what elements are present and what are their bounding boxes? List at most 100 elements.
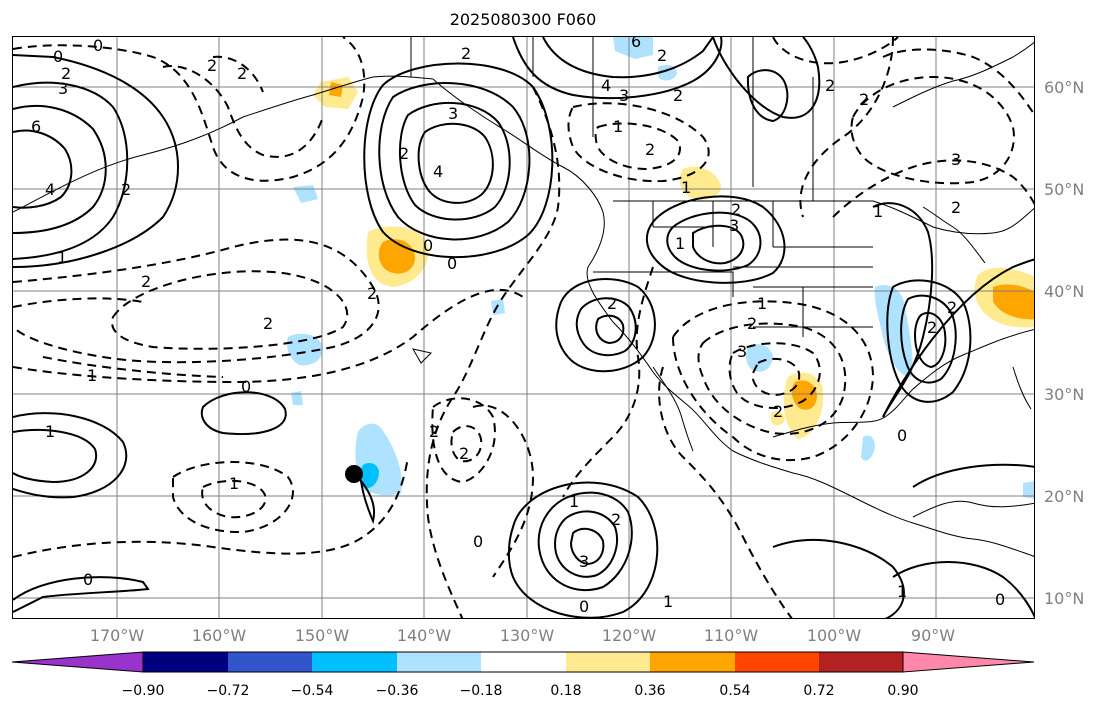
contour-label: 2 [237,64,247,83]
contour-label: 1 [757,294,767,313]
contour-label: 1 [569,492,579,511]
contour-label: 0 [53,47,63,66]
misc-marks [345,348,432,525]
colorbar-segment [819,652,903,672]
contour-label: 0 [447,254,457,273]
contour-label: 2 [825,76,835,95]
colorbar-tick-label: −0.18 [459,683,503,699]
contour-label: 3 [737,342,747,361]
contour-label: 1 [87,366,97,385]
contour-label: 6 [31,117,41,136]
lon-label-110w: 110°W [703,626,759,645]
lon-label-90w: 90°W [910,626,956,645]
colorbar-tick-label: 0.90 [887,683,919,699]
colorbar-tick-label: 0.54 [719,683,751,699]
contour-label: 2 [611,510,621,529]
contour-label: 2 [673,86,683,105]
lat-label-30n: 30°N [1044,385,1085,404]
contour-label: 2 [773,402,783,421]
colorbar-segment [143,652,228,672]
lat-label-60n: 60°N [1044,78,1085,97]
contour-label: 3 [579,552,589,571]
contour-label: 1 [873,202,883,221]
positive-shade [993,284,1034,320]
negative-shade [291,391,303,405]
colorbar-segment [566,652,650,672]
contour-label: 3 [729,216,739,235]
contour-label: 2 [747,314,757,333]
contour-label: 0 [473,532,483,551]
contour-label: 0 [241,377,251,396]
colorbar-segment [481,652,566,672]
contour-label: 2 [859,90,869,109]
contour-label: 0 [83,570,93,589]
contour-label: 6 [631,37,641,51]
contour-label: 0 [897,426,907,445]
contour-label: 3 [448,104,458,123]
contour-label: 2 [461,44,471,63]
positive-shade [771,411,785,426]
contour-label: 2 [731,200,741,219]
lat-label-10n: 10°N [1044,589,1085,608]
small-loop [359,477,375,525]
positive-shade [329,82,343,97]
negative-shade [287,333,323,366]
colorbar-extend-low [11,651,144,673]
colorbar-segment [312,652,397,672]
colorbar-tick-label: 0.18 [550,683,582,699]
lat-label-40n: 40°N [1044,282,1085,301]
contour-label: 2 [459,444,469,463]
negative-shade [861,435,875,461]
lon-label-120w: 120°W [601,626,657,645]
lon-label-140w: 140°W [396,626,452,645]
contour-label: 2 [121,180,131,199]
colorbar-segment [735,652,819,672]
contour-label: 2 [947,298,957,317]
map-plot: 0 3 2 6 4 2 1 3 4 2 6 4 3 2 2 1 3 2 2 1 … [13,37,1034,618]
contour-label: 1 [663,592,673,611]
colorbar [11,651,1035,673]
contour-label: 1 [897,582,907,601]
contour-label: 3 [619,86,629,105]
colorbar-tick-label: −0.54 [290,683,334,699]
contour-label: 2 [399,144,409,163]
lon-label-150w: 150°W [294,626,350,645]
contour-label: 0 [995,590,1005,609]
contour-label: 2 [429,422,439,441]
contour-label: 1 [45,422,55,441]
lon-label-160w: 160°W [191,626,247,645]
coastlines [13,37,1034,557]
colorbar-segment [650,652,735,672]
contour-label: 2 [141,272,151,291]
negative-shade [1023,481,1034,499]
contour-label: 0 [93,37,103,55]
colorbar-tick-label: −0.36 [375,683,419,699]
contour-label: 0 [579,597,589,616]
contour-label: 2 [263,314,273,333]
negative-shade [613,37,653,59]
contour-label: 2 [61,64,71,83]
colorbar-tick-label: 0.36 [634,683,666,699]
colorbar-extend-high [902,651,1035,673]
negative-shade [360,463,379,489]
contour-label: 2 [607,294,617,313]
lat-label-20n: 20°N [1044,487,1085,506]
contour-label: 4 [433,162,443,181]
lon-label-170w: 170°W [89,626,145,645]
lon-label-100w: 100°W [806,626,862,645]
map-panel: 0 3 2 6 4 2 1 3 4 2 6 4 3 2 2 1 3 2 2 1 … [12,36,1035,619]
colorbar-tick-label: −0.72 [206,683,250,699]
contour-label: 2 [951,198,961,217]
colorbar-tick-label: −0.90 [121,683,165,699]
colorbar-segment [228,652,312,672]
contour-label: 3 [58,79,68,98]
contour-label: 2 [207,56,217,75]
negative-shade [293,185,318,203]
contour-label: 2 [645,140,655,159]
colorbar-segment [397,652,481,672]
colorbar-segments [11,651,1035,673]
contour-label: 1 [613,117,623,136]
station-marker [345,465,363,483]
contour-label: 2 [927,318,937,337]
lat-label-50n: 50°N [1044,180,1085,199]
